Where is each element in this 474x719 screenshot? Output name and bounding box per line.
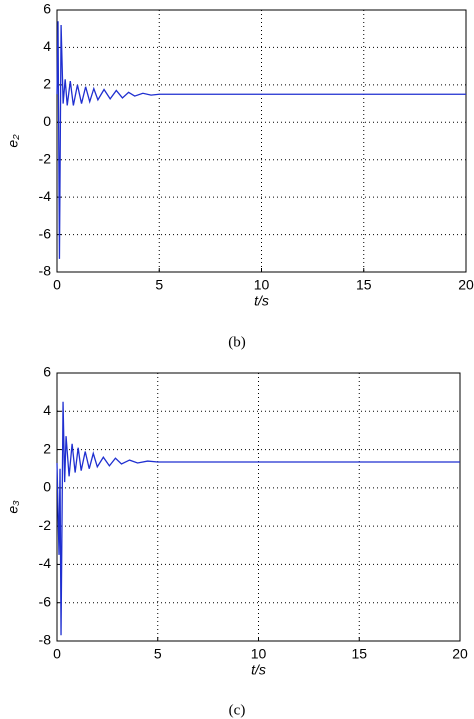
x-axis-label: t/s bbox=[254, 293, 269, 309]
y-tick-label: -8 bbox=[39, 632, 52, 648]
y-tick-label: -2 bbox=[39, 150, 52, 166]
y-tick-label: 0 bbox=[43, 113, 51, 129]
x-tick-label: 15 bbox=[351, 646, 367, 662]
x-tick-label: 5 bbox=[154, 646, 162, 662]
y-tick-label: -4 bbox=[39, 555, 52, 571]
x-tick-label: 5 bbox=[155, 277, 163, 293]
y-tick-label: 4 bbox=[43, 38, 51, 54]
y-tick-label: -4 bbox=[39, 188, 52, 204]
y-axis-label: e₃ bbox=[5, 500, 21, 514]
x-tick-label: 0 bbox=[53, 646, 61, 662]
y-tick-label: 6 bbox=[43, 1, 51, 17]
data-line bbox=[56, 401, 460, 636]
y-tick-label: 2 bbox=[43, 76, 51, 92]
y-tick-label: -6 bbox=[39, 225, 52, 241]
x-tick-label: 10 bbox=[254, 277, 270, 293]
y-tick-label: 6 bbox=[43, 364, 51, 380]
y-tick-label: 0 bbox=[43, 479, 51, 495]
x-tick-label: 20 bbox=[452, 646, 468, 662]
y-tick-label: -8 bbox=[39, 263, 52, 279]
y-tick-label: 2 bbox=[43, 440, 51, 456]
caption: (b) bbox=[228, 334, 246, 350]
y-axis-label: e₂ bbox=[5, 134, 21, 148]
x-tick-label: 0 bbox=[53, 277, 61, 293]
y-tick-label: 4 bbox=[43, 402, 51, 418]
caption: (c) bbox=[229, 702, 246, 718]
y-tick-label: -6 bbox=[39, 593, 52, 609]
x-axis-label: t/s bbox=[251, 662, 266, 678]
y-tick-label: -2 bbox=[39, 517, 52, 533]
data-line bbox=[56, 21, 466, 259]
x-tick-label: 20 bbox=[458, 277, 474, 293]
plot-frame bbox=[56, 9, 467, 273]
x-tick-label: 10 bbox=[251, 646, 267, 662]
x-tick-label: 15 bbox=[356, 277, 372, 293]
